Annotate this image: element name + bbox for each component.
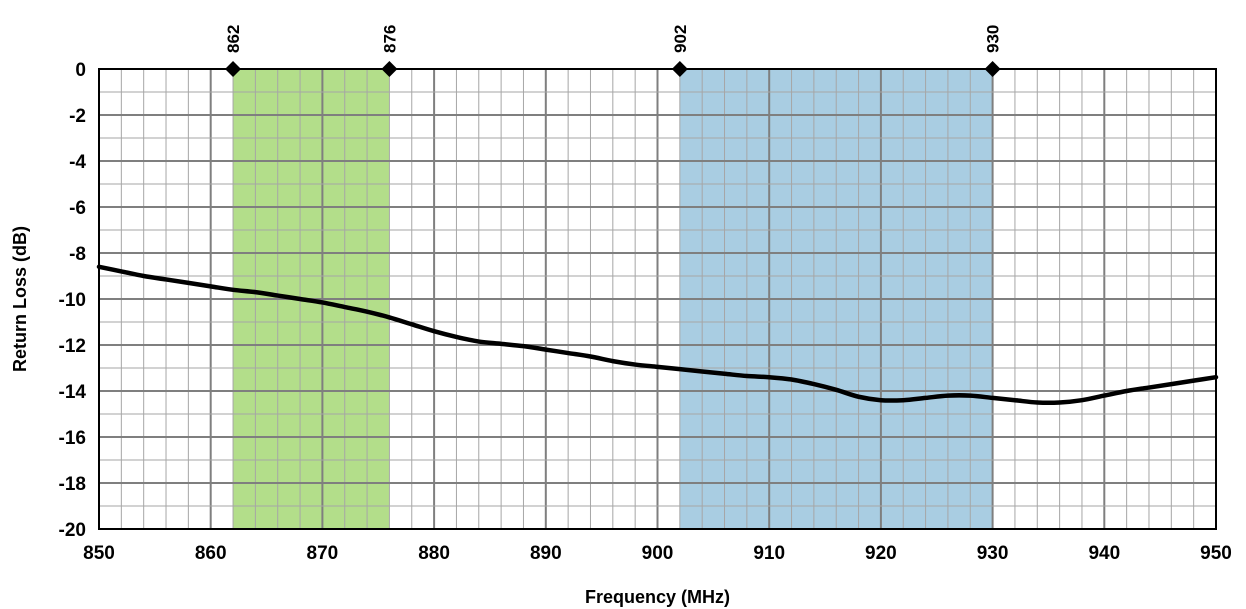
plot-area-border xyxy=(98,68,1217,530)
y-axis-tick-labels: 0 -2 -4 -6 -8 -10 -12 -14 -16 -18 -20 xyxy=(59,60,87,541)
x-axis-tick-labels: 850 860 870 880 890 900 910 920 930 940 950 xyxy=(83,543,1232,564)
x-tick-label: 850 xyxy=(83,543,115,564)
y-tick-label: -2 xyxy=(69,106,86,127)
band-edge-marker-label: 930 xyxy=(984,25,1003,53)
band-edge-marker xyxy=(225,61,242,77)
y-tick-label: 0 xyxy=(75,60,86,81)
band-edge-markers: 862 876 902 930 xyxy=(224,25,1003,77)
band-edge-marker xyxy=(381,61,398,77)
band-edge-marker-label: 862 xyxy=(224,25,243,53)
x-tick-label: 860 xyxy=(195,543,227,564)
x-tick-label: 920 xyxy=(865,543,897,564)
band-edge-marker-label: 902 xyxy=(671,25,690,53)
x-tick-label: 890 xyxy=(530,543,562,564)
y-tick-label: -20 xyxy=(59,520,86,541)
y-tick-label: -18 xyxy=(59,474,86,495)
return-loss-series-line xyxy=(96,264,1219,406)
y-tick-label: -16 xyxy=(59,428,86,449)
x-tick-label: 940 xyxy=(1088,543,1120,564)
grid-lines xyxy=(99,69,1216,529)
x-tick-label: 880 xyxy=(418,543,450,564)
x-tick-label: 950 xyxy=(1200,543,1232,564)
y-tick-label: -10 xyxy=(59,290,86,311)
y-tick-label: -14 xyxy=(59,382,87,403)
y-axis-title: Return Loss (dB) xyxy=(10,226,30,372)
x-tick-label: 910 xyxy=(753,543,785,564)
y-tick-label: -6 xyxy=(69,198,86,219)
y-tick-label: -12 xyxy=(59,336,86,357)
y-tick-label: -4 xyxy=(69,152,86,173)
band-edge-marker-label: 876 xyxy=(380,25,399,53)
band-edge-marker xyxy=(984,61,1001,77)
y-tick-label: -8 xyxy=(69,244,86,265)
x-tick-label: 900 xyxy=(642,543,674,564)
band-edge-marker xyxy=(671,61,688,77)
x-tick-label: 870 xyxy=(307,543,339,564)
x-tick-label: 930 xyxy=(977,543,1009,564)
x-axis-title: Frequency (MHz) xyxy=(585,587,730,607)
